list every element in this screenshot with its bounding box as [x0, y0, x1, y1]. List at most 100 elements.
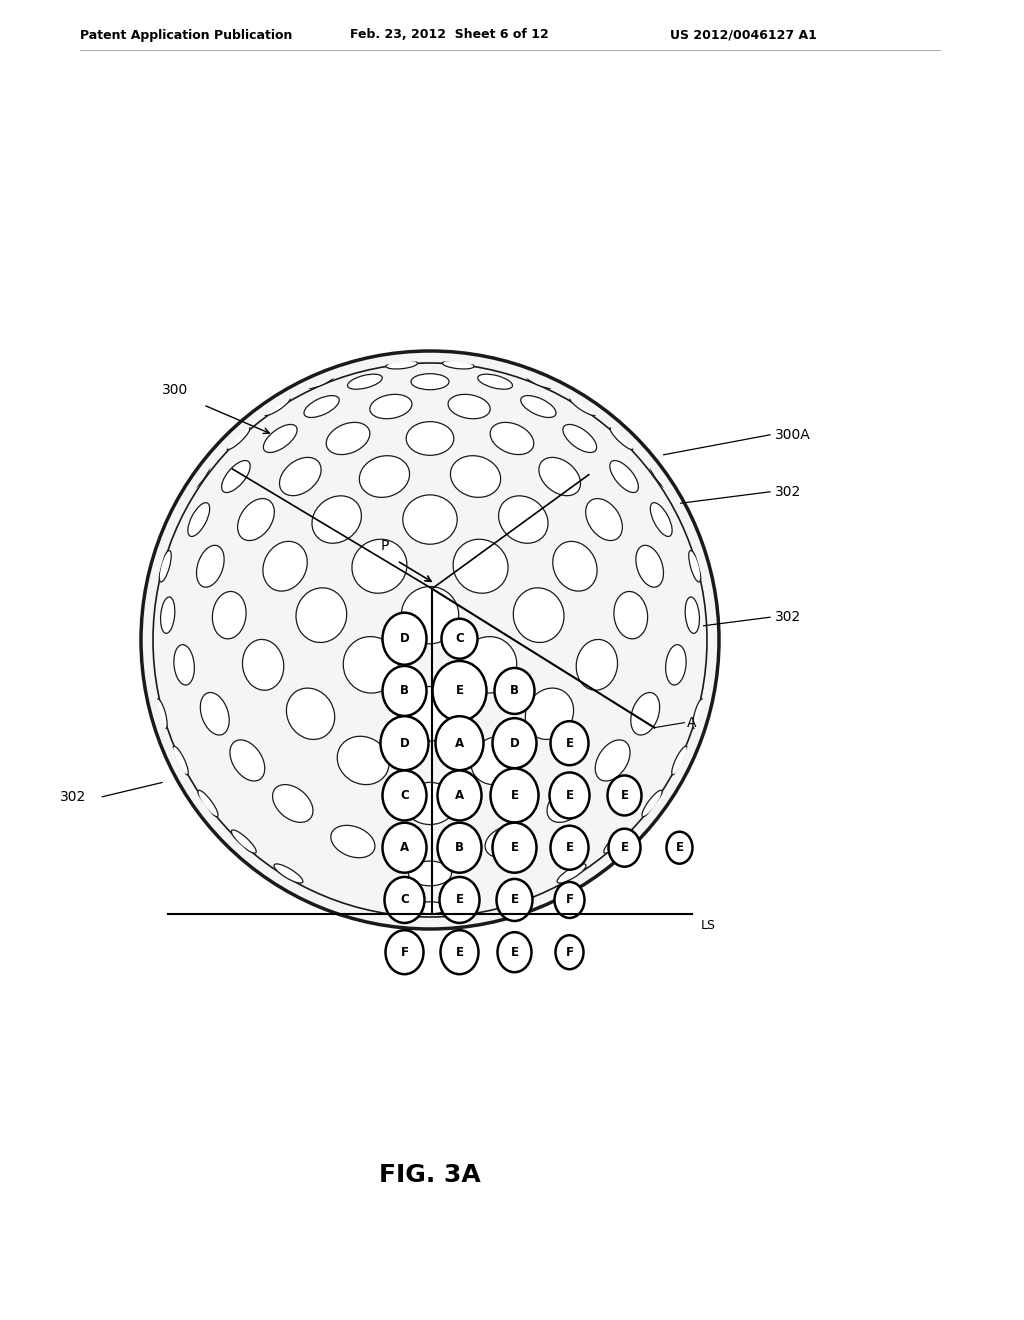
Ellipse shape: [553, 541, 597, 591]
Ellipse shape: [264, 397, 290, 416]
Ellipse shape: [337, 737, 389, 784]
Ellipse shape: [312, 496, 361, 544]
Ellipse shape: [667, 832, 692, 863]
Ellipse shape: [156, 698, 167, 729]
Text: 302: 302: [775, 484, 801, 499]
Ellipse shape: [287, 688, 335, 739]
Ellipse shape: [636, 545, 664, 587]
Ellipse shape: [525, 688, 573, 739]
Ellipse shape: [383, 612, 427, 665]
Text: E: E: [511, 789, 518, 803]
Ellipse shape: [650, 465, 668, 488]
Ellipse shape: [666, 644, 686, 685]
Text: A: A: [455, 737, 464, 750]
Text: D: D: [399, 737, 410, 750]
Ellipse shape: [263, 541, 307, 591]
Ellipse shape: [672, 746, 687, 775]
Ellipse shape: [304, 396, 339, 417]
Ellipse shape: [499, 496, 548, 544]
Ellipse shape: [274, 863, 303, 883]
Ellipse shape: [413, 902, 447, 913]
Ellipse shape: [343, 636, 398, 693]
Ellipse shape: [485, 360, 511, 370]
Text: E: E: [511, 894, 518, 907]
Ellipse shape: [402, 495, 457, 544]
Ellipse shape: [243, 639, 284, 690]
Ellipse shape: [401, 586, 459, 644]
Text: E: E: [511, 945, 518, 958]
Text: LS: LS: [700, 919, 716, 932]
Text: FIG. 3A: FIG. 3A: [379, 1163, 481, 1187]
Text: C: C: [455, 632, 464, 645]
Ellipse shape: [607, 775, 641, 816]
Ellipse shape: [272, 784, 313, 822]
Ellipse shape: [493, 718, 537, 768]
Ellipse shape: [352, 540, 407, 593]
Text: B: B: [455, 841, 464, 854]
Ellipse shape: [613, 591, 647, 639]
Ellipse shape: [550, 772, 590, 818]
Ellipse shape: [547, 784, 588, 822]
Text: 302: 302: [775, 610, 801, 624]
Ellipse shape: [221, 461, 250, 492]
Ellipse shape: [159, 550, 171, 582]
Ellipse shape: [263, 425, 297, 453]
Ellipse shape: [411, 374, 449, 389]
Ellipse shape: [359, 455, 410, 498]
Text: F: F: [400, 945, 409, 958]
Ellipse shape: [226, 428, 250, 450]
Ellipse shape: [417, 352, 443, 359]
Ellipse shape: [490, 422, 534, 454]
Ellipse shape: [174, 644, 195, 685]
Ellipse shape: [383, 771, 427, 821]
Ellipse shape: [238, 499, 274, 541]
Ellipse shape: [435, 717, 483, 770]
Ellipse shape: [498, 932, 531, 973]
Ellipse shape: [144, 651, 152, 678]
Text: A: A: [455, 789, 464, 803]
Ellipse shape: [513, 587, 564, 643]
Text: B: B: [400, 685, 409, 697]
Ellipse shape: [212, 591, 246, 639]
Ellipse shape: [526, 375, 553, 388]
Ellipse shape: [437, 822, 481, 873]
Ellipse shape: [409, 861, 452, 886]
Ellipse shape: [307, 375, 334, 388]
Text: A: A: [687, 715, 697, 730]
Text: E: E: [456, 894, 464, 907]
Ellipse shape: [563, 425, 597, 453]
Text: C: C: [400, 894, 409, 907]
Ellipse shape: [441, 619, 477, 659]
Ellipse shape: [296, 587, 347, 643]
Ellipse shape: [485, 825, 529, 858]
Ellipse shape: [555, 935, 584, 969]
Text: 300: 300: [162, 383, 188, 397]
Ellipse shape: [650, 503, 672, 536]
Text: P: P: [381, 539, 389, 553]
Ellipse shape: [471, 737, 523, 784]
Ellipse shape: [439, 876, 479, 923]
Ellipse shape: [461, 636, 517, 693]
Ellipse shape: [521, 396, 556, 417]
Ellipse shape: [401, 686, 458, 741]
Text: 300A: 300A: [775, 428, 811, 442]
Ellipse shape: [347, 374, 382, 389]
Ellipse shape: [386, 360, 418, 370]
Ellipse shape: [689, 550, 700, 582]
Ellipse shape: [631, 693, 659, 735]
Ellipse shape: [449, 395, 490, 418]
Ellipse shape: [693, 698, 703, 729]
Text: E: E: [565, 841, 573, 854]
Ellipse shape: [231, 830, 256, 853]
Text: C: C: [400, 789, 409, 803]
Text: E: E: [456, 945, 464, 958]
Text: E: E: [676, 841, 683, 854]
Text: 302: 302: [59, 789, 86, 804]
Text: F: F: [565, 945, 573, 958]
Text: E: E: [621, 789, 629, 803]
Ellipse shape: [557, 863, 586, 883]
Ellipse shape: [230, 741, 265, 781]
Ellipse shape: [437, 771, 481, 821]
Ellipse shape: [381, 717, 428, 770]
Ellipse shape: [404, 783, 456, 825]
